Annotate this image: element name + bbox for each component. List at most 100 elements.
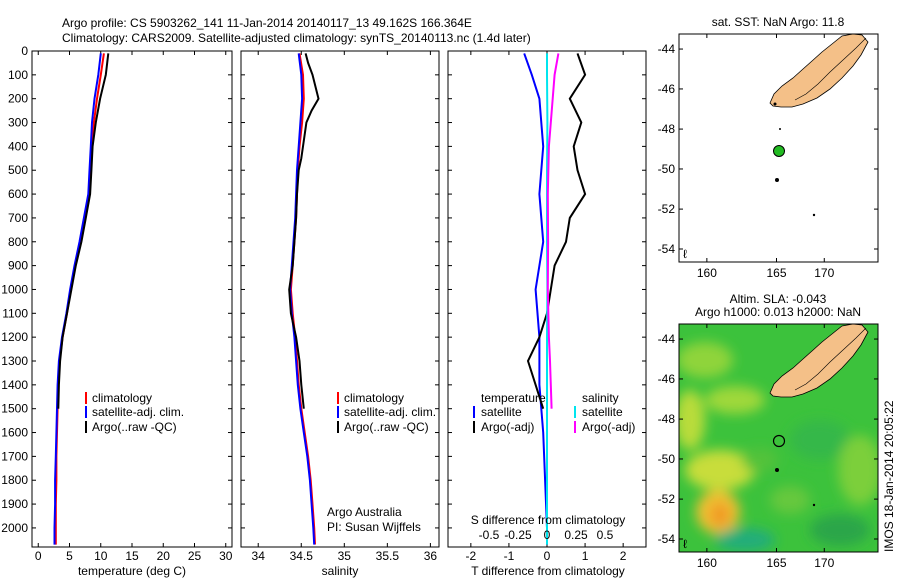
x-tick-label: 36 <box>424 549 438 563</box>
depth-tick-label: 900 <box>8 259 28 273</box>
temperature-x-label: temperature (deg C) <box>78 564 186 578</box>
x-tick-label: 25 <box>188 549 202 563</box>
x-tick-label: 5 <box>66 549 73 563</box>
depth-tick-label: 1900 <box>1 497 28 511</box>
s-tick: 0 <box>544 528 551 542</box>
series-line-climatology <box>289 53 316 545</box>
island <box>779 128 781 130</box>
lat-tick-label: -46 <box>658 82 676 96</box>
temperature-x-axis: 0 5 10 15 20 25 30 <box>35 51 233 563</box>
sst-map-axes: -44 -46 -48 -50 -52 -54 160 165 170 <box>658 34 878 280</box>
sla-map-title-2: Argo h1000: 0.013 h2000: NaN <box>695 305 861 319</box>
depth-tick-label: 1500 <box>1 402 28 416</box>
sst-map-title: sat. SST: NaN Argo: 11.8 <box>712 15 845 29</box>
institution-label: Argo Australia <box>327 505 402 519</box>
depth-tick-label: 100 <box>8 68 28 82</box>
x-tick-label: 35.5 <box>376 549 400 563</box>
depth-axis: 0 100 200 300 400 500 600 700 800 900 1000 1100 1200… <box>1 44 232 535</box>
series-line-argo-raw-qc- <box>288 53 320 409</box>
x-tick-label: 34 <box>252 549 266 563</box>
s-tick: 0.25 <box>564 528 588 542</box>
lat-tick-label: -50 <box>658 162 676 176</box>
x-tick-label: 15 <box>125 549 139 563</box>
sst-map: sat. SST: NaN Argo: 11.8 ℓ -44-46-48-50-… <box>658 15 879 280</box>
map-corner-mark: ℓ <box>683 247 687 261</box>
depth-tick-label: 2000 <box>1 521 28 535</box>
salinity-depth-ticks <box>241 50 439 529</box>
island <box>812 213 816 217</box>
x-tick-label: 35 <box>338 549 352 563</box>
depth-tick-label: 200 <box>8 92 28 106</box>
salinity-legend: climatology satellite-adj. clim. Argo(..… <box>337 391 436 434</box>
x-tick-label: 30 <box>219 549 233 563</box>
legend-label-argo: Argo(..raw -QC) <box>92 420 177 434</box>
depth-tick-label: 1700 <box>1 449 28 463</box>
header-line-2: Climatology: CARS2009. Satellite-adjuste… <box>62 31 531 45</box>
salinity-lines <box>288 53 320 545</box>
legend-label-satellite: satellite-adj. clim. <box>344 405 436 419</box>
temperature-legend: climatology satellite-adj. clim. Argo(..… <box>85 391 184 434</box>
x-tick-label: 34.5 <box>290 549 314 563</box>
depth-tick-label: 300 <box>8 116 28 130</box>
lon-tick-label: 170 <box>814 556 834 570</box>
s-tick: -0.5 <box>479 528 500 542</box>
legend-label-t-satellite: satellite <box>481 405 522 419</box>
legend-label-s-argo: Argo(-adj) <box>582 420 635 434</box>
lon-tick-label: 165 <box>766 266 786 280</box>
depth-tick-label: 1200 <box>1 330 28 344</box>
lat-tick-label: -46 <box>658 372 676 386</box>
coastline-contour <box>794 37 867 101</box>
new-zealand-landmass <box>769 324 869 398</box>
depth-tick-label: 400 <box>8 139 28 153</box>
lat-tick-label: -54 <box>658 242 676 256</box>
depth-tick-label: 800 <box>8 235 28 249</box>
lon-tick-label: 170 <box>814 266 834 280</box>
depth-tick-label: 600 <box>8 187 28 201</box>
lon-tick-label: 160 <box>697 266 717 280</box>
x-tick-label: -1 <box>504 549 515 563</box>
x-tick-label: 10 <box>94 549 108 563</box>
sla-anomaly-patches <box>679 342 878 552</box>
lon-tick-label: 160 <box>697 556 717 570</box>
salinity-x-axis: 34 34.5 35 35.5 36 <box>252 51 438 563</box>
s-tick: 0.5 <box>597 528 614 542</box>
s-difference-label: S difference from climatology <box>471 513 626 527</box>
salinity-x-label: salinity <box>322 564 359 578</box>
depth-tick-label: 1300 <box>1 354 28 368</box>
series-line-temperature-satellite <box>523 53 548 545</box>
difference-depth-ticks <box>448 50 646 529</box>
legend-label-satellite: satellite-adj. clim. <box>92 405 184 419</box>
island <box>812 503 816 507</box>
difference-panel: -2 -1 0 1 2 temperature satellite Argo(-adj)… <box>447 50 647 578</box>
header-line-1: Argo profile: CS 5903262_141 11-Jan-2014… <box>62 16 472 30</box>
sla-map-frame <box>678 323 879 553</box>
temperature-panel: 0100200300400500600700800900100011001200… <box>1 44 232 578</box>
island <box>775 468 779 472</box>
sla-map: Altim. SLA: -0.043 Argo h1000: 0.013 h20… <box>658 292 896 570</box>
imos-credit-label: IMOS 18-Jan-2014 20:05:22 <box>882 400 896 552</box>
sla-map-title-1: Altim. SLA: -0.043 <box>730 292 827 306</box>
x-tick-label: 0 <box>544 549 551 563</box>
sla-map-axes: -44 -46 -48 -50 -52 -54 160 165 170 <box>658 324 878 570</box>
argo-float-position-marker <box>772 434 786 448</box>
legend-title-temperature: temperature <box>481 391 546 405</box>
legend-label-s-satellite: satellite <box>582 405 623 419</box>
lat-tick-label: -50 <box>658 452 676 466</box>
legend-label-argo: Argo(..raw -QC) <box>344 420 429 434</box>
series-line-argo-raw-qc- <box>57 53 110 409</box>
legend-label-climatology: climatology <box>92 391 152 405</box>
depth-tick-label: 1000 <box>1 282 28 296</box>
t-difference-label: T difference from climatology <box>471 564 625 578</box>
series-line-temperature-argo-adj- <box>526 53 587 410</box>
lat-tick-label: -44 <box>658 332 676 346</box>
difference-x-axis: -2 -1 0 1 2 <box>466 51 627 563</box>
lat-tick-label: -48 <box>658 412 676 426</box>
salinity-frame <box>240 50 440 548</box>
lat-tick-label: -44 <box>658 42 676 56</box>
series-line-climatology <box>54 53 105 545</box>
pi-label: PI: Susan Wijffels <box>327 520 421 534</box>
island <box>773 102 777 106</box>
depth-tick-label: 1600 <box>1 426 28 440</box>
depth-tick-label: 700 <box>8 211 28 225</box>
